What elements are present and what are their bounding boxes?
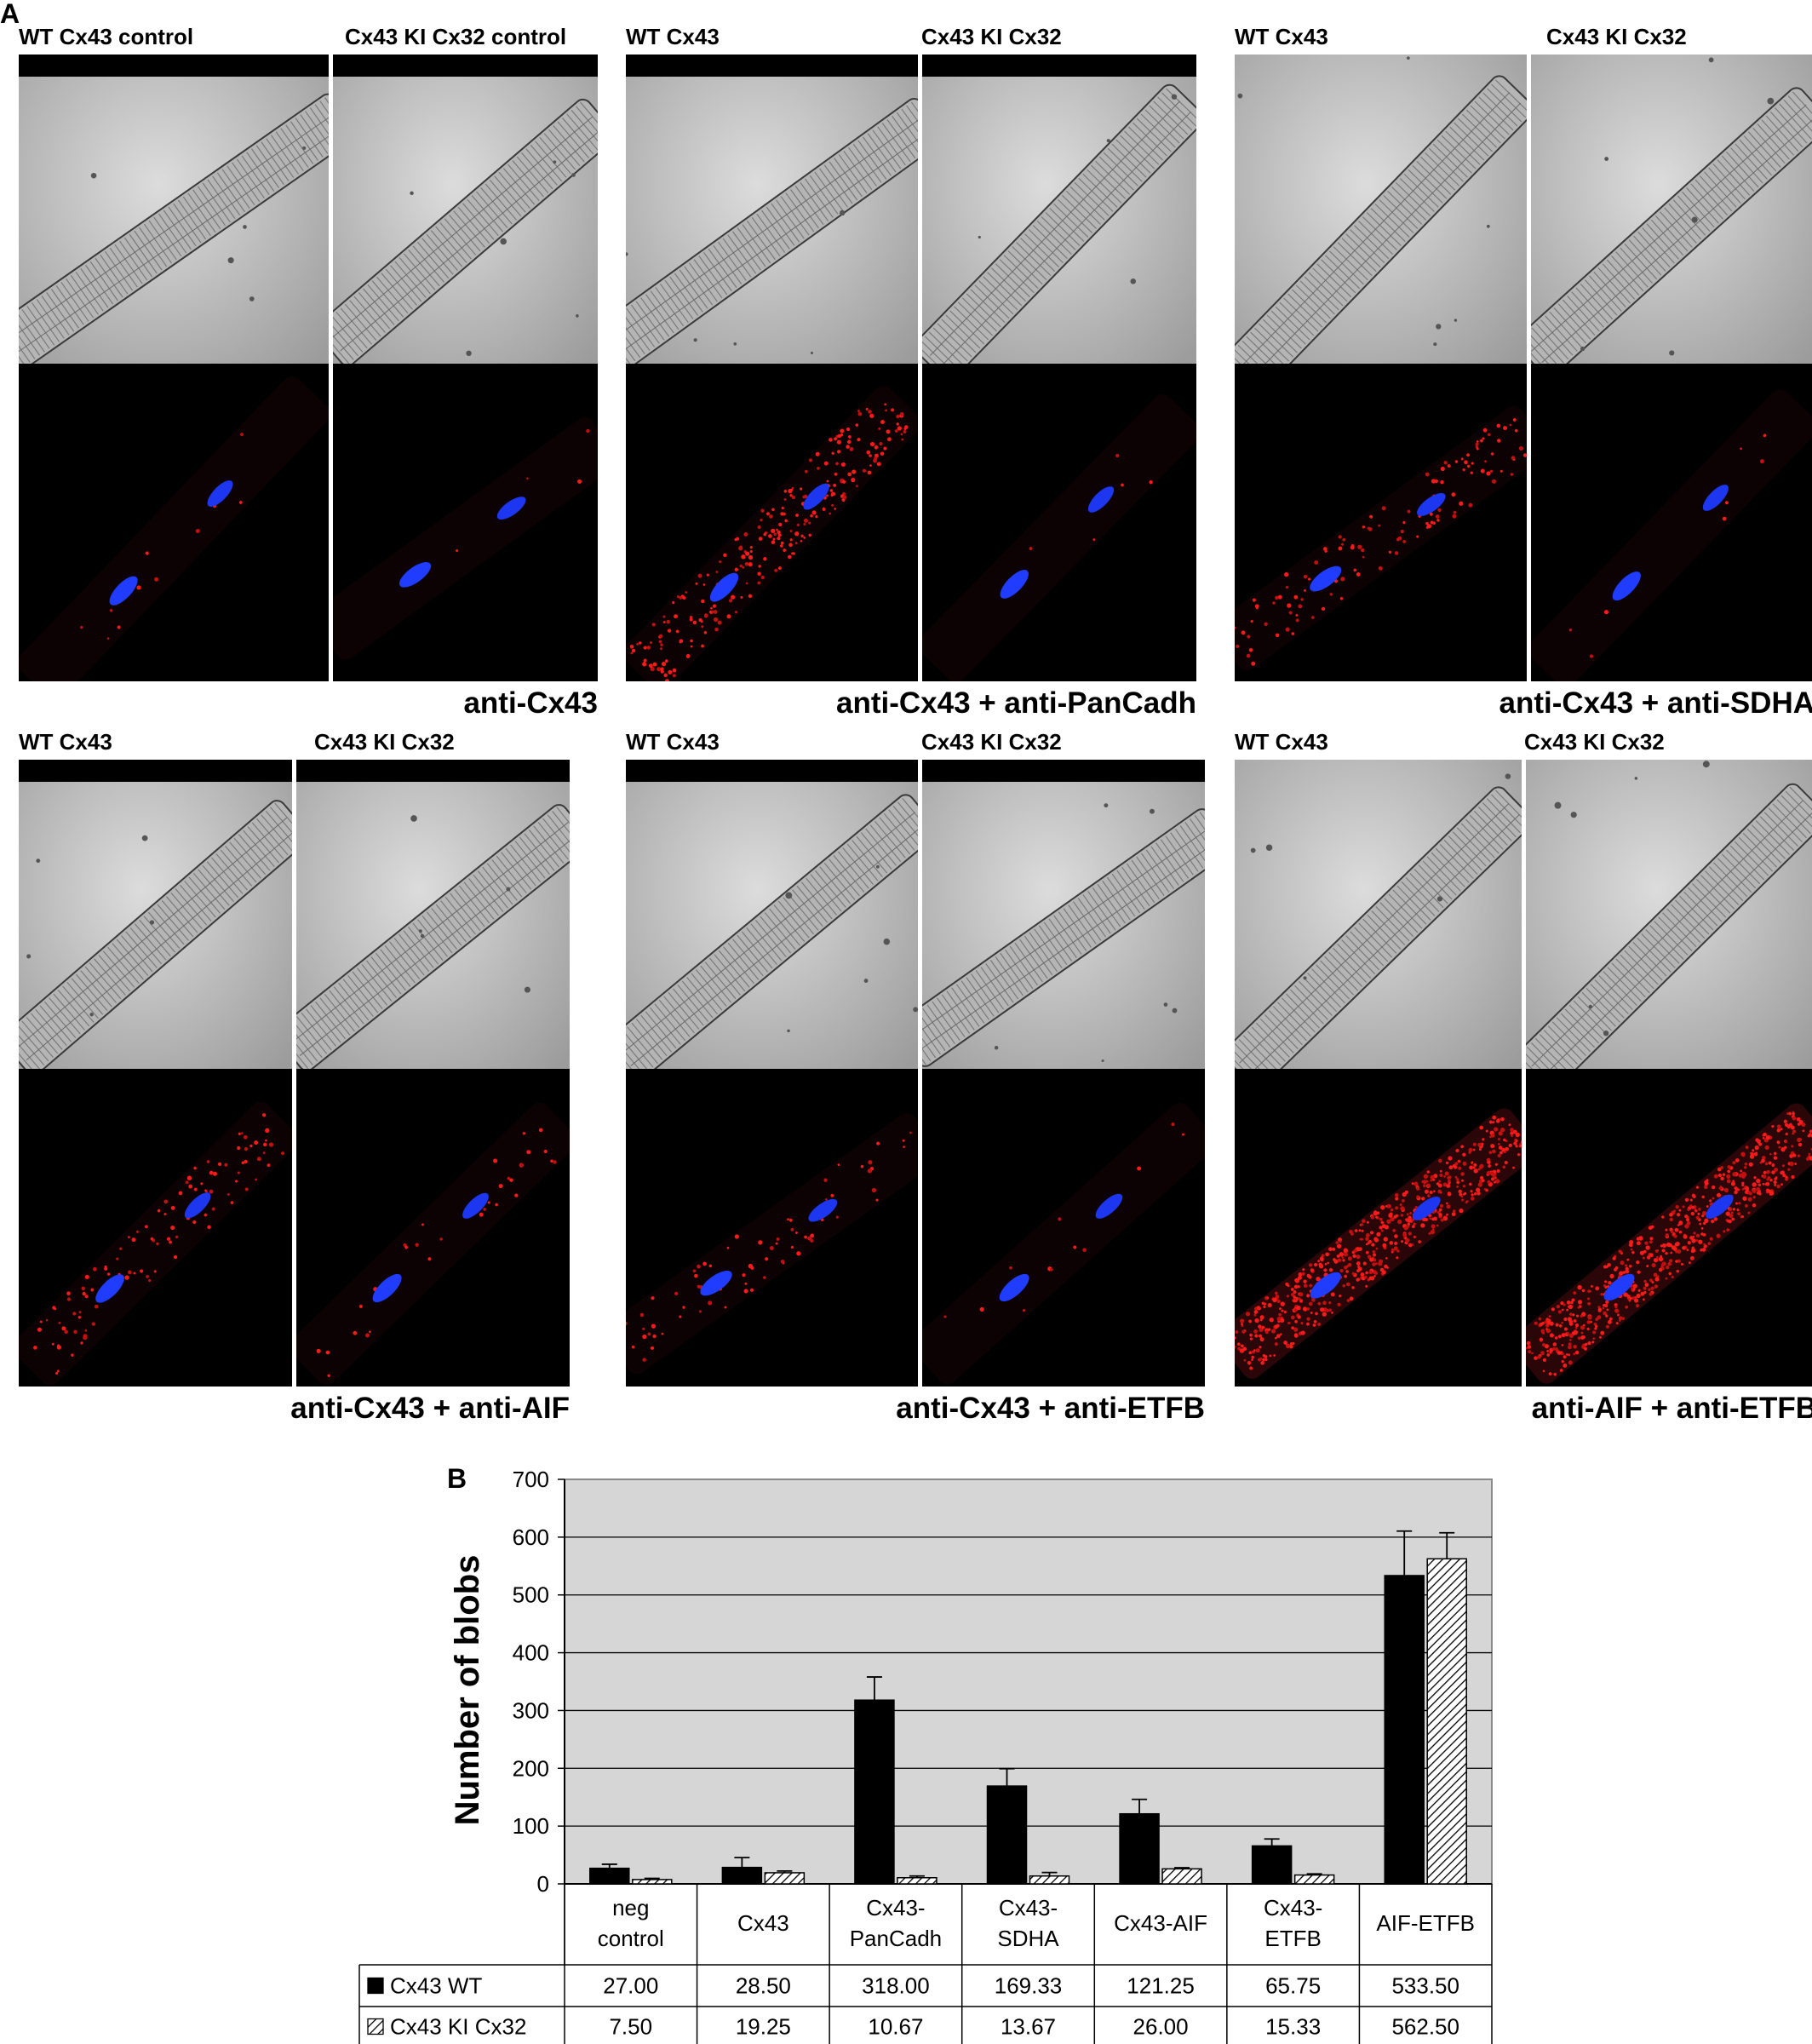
y-tick-label: 300 xyxy=(513,1697,549,1723)
data-label: 318.00 xyxy=(862,1973,930,1999)
fluorescence-image-wt xyxy=(19,364,329,681)
brightfield-image-wt xyxy=(19,55,329,378)
brightfield-image-wt xyxy=(19,760,292,1083)
bar-ki xyxy=(1426,1558,1467,1885)
fluorescence-image-wt xyxy=(19,1069,292,1387)
condition-label-left: WT Cx43 xyxy=(626,24,720,49)
brightfield-image-ki xyxy=(1526,760,1812,1083)
y-tick-label: 400 xyxy=(513,1640,549,1666)
bar-ki xyxy=(1293,1874,1335,1885)
data-label: 533.50 xyxy=(1391,1973,1459,1999)
antibody-caption: anti-Cx43 xyxy=(463,686,598,720)
fluorescence-image-ki xyxy=(922,1069,1205,1387)
bar-wt xyxy=(1384,1575,1425,1885)
condition-label-left: WT Cx43 xyxy=(1235,729,1328,755)
data-label: 169.33 xyxy=(995,1973,1063,1999)
bar-ki xyxy=(1161,1868,1202,1885)
panel-b-label: B xyxy=(447,1463,467,1494)
condition-label-left: WT Cx43 xyxy=(1235,24,1328,49)
category-label: SDHA xyxy=(997,1926,1059,1951)
condition-label-right: Cx43 KI Cx32 control xyxy=(345,24,567,49)
data-label: 19.25 xyxy=(736,2014,791,2040)
category-label: Cx43 xyxy=(737,1910,789,1936)
legend-swatch xyxy=(367,1977,384,1995)
antibody-caption: anti-Cx43 + anti-AIF xyxy=(290,1392,570,1425)
antibody-caption: anti-Cx43 + anti-SDHA xyxy=(1499,686,1812,720)
bar-ki xyxy=(1029,1875,1070,1885)
condition-label-left: WT Cx43 xyxy=(626,729,720,755)
antibody-caption: anti-AIF + anti-ETFB xyxy=(1531,1392,1812,1425)
bar-ki xyxy=(632,1879,673,1885)
legend-label: Cx43 WT xyxy=(390,1973,482,1999)
brightfield-image-ki xyxy=(922,760,1205,1083)
data-label: 7.50 xyxy=(609,2014,652,2040)
plot-area xyxy=(564,1478,1493,1885)
fluorescence-image-ki xyxy=(1526,1069,1812,1387)
brightfield-image-wt xyxy=(626,55,918,378)
category-label: PanCadh xyxy=(850,1926,942,1951)
data-label: 65.75 xyxy=(1265,1973,1321,1999)
fluorescence-image-ki xyxy=(296,1069,570,1387)
fluorescence-image-wt xyxy=(1235,364,1527,681)
condition-label-right: Cx43 KI Cx32 xyxy=(1524,729,1665,755)
bar-wt xyxy=(1251,1845,1293,1885)
y-axis-label: Number of blobs xyxy=(449,1555,486,1826)
bar-wt xyxy=(986,1785,1028,1885)
bar-wt xyxy=(854,1699,895,1885)
fluorescence-image-ki xyxy=(333,364,598,681)
data-label: 28.50 xyxy=(736,1973,791,1999)
brightfield-image-wt xyxy=(1235,55,1527,378)
bar-ki xyxy=(897,1877,938,1885)
brightfield-image-ki xyxy=(296,760,570,1083)
category-label: Cx43- xyxy=(866,1895,925,1921)
data-label: 15.33 xyxy=(1265,2014,1321,2040)
brightfield-image-ki xyxy=(922,55,1196,378)
data-label: 562.50 xyxy=(1391,2014,1459,2040)
bar-wt xyxy=(589,1867,630,1885)
condition-label-right: Cx43 KI Cx32 xyxy=(921,729,1062,755)
data-label: 27.00 xyxy=(603,1973,658,1999)
antibody-caption: anti-Cx43 + anti-PanCadh xyxy=(835,686,1196,720)
brightfield-image-ki xyxy=(1531,55,1812,378)
category-label: AIF-ETFB xyxy=(1376,1910,1475,1936)
y-tick-label: 0 xyxy=(537,1871,549,1897)
bar-wt xyxy=(721,1866,763,1885)
y-tick-label: 500 xyxy=(513,1582,549,1608)
category-label: Cx43-AIF xyxy=(1114,1910,1207,1936)
legend-label: Cx43 KI Cx32 xyxy=(390,2014,526,2040)
category-label: Cx43- xyxy=(1264,1895,1322,1921)
brightfield-image-ki xyxy=(333,55,598,378)
data-label: 13.67 xyxy=(1001,2014,1056,2040)
brightfield-image-wt xyxy=(1235,760,1522,1083)
panel-a-label: A xyxy=(0,0,20,29)
y-tick-label: 100 xyxy=(513,1813,549,1839)
condition-label-right: Cx43 KI Cx32 xyxy=(314,729,455,755)
category-label: Cx43- xyxy=(999,1895,1058,1921)
bar-wt xyxy=(1119,1812,1160,1885)
y-tick-label: 600 xyxy=(513,1524,549,1550)
category-label: neg xyxy=(612,1895,649,1921)
fluorescence-image-ki xyxy=(922,364,1196,681)
bar-ki xyxy=(764,1872,806,1885)
fluorescence-image-ki xyxy=(1531,364,1812,681)
condition-label-left: WT Cx43 control xyxy=(19,24,194,49)
condition-label-left: WT Cx43 xyxy=(19,729,112,755)
condition-label-right: Cx43 KI Cx32 xyxy=(1546,24,1687,49)
antibody-caption: anti-Cx43 + anti-ETFB xyxy=(896,1392,1205,1425)
fluorescence-image-wt xyxy=(626,1069,918,1387)
brightfield-image-wt xyxy=(626,760,918,1083)
y-tick-label: 700 xyxy=(513,1467,549,1492)
condition-label-right: Cx43 KI Cx32 xyxy=(921,24,1062,49)
y-tick-label: 200 xyxy=(513,1755,549,1781)
data-label: 10.67 xyxy=(868,2014,923,2040)
legend-swatch xyxy=(367,2018,384,2035)
data-label: 26.00 xyxy=(1133,2014,1189,2040)
category-label: ETFB xyxy=(1264,1926,1321,1951)
category-label: control xyxy=(598,1926,664,1951)
fluorescence-image-wt xyxy=(626,364,918,681)
fluorescence-image-wt xyxy=(1235,1069,1522,1387)
data-label: 121.25 xyxy=(1127,1973,1195,1999)
